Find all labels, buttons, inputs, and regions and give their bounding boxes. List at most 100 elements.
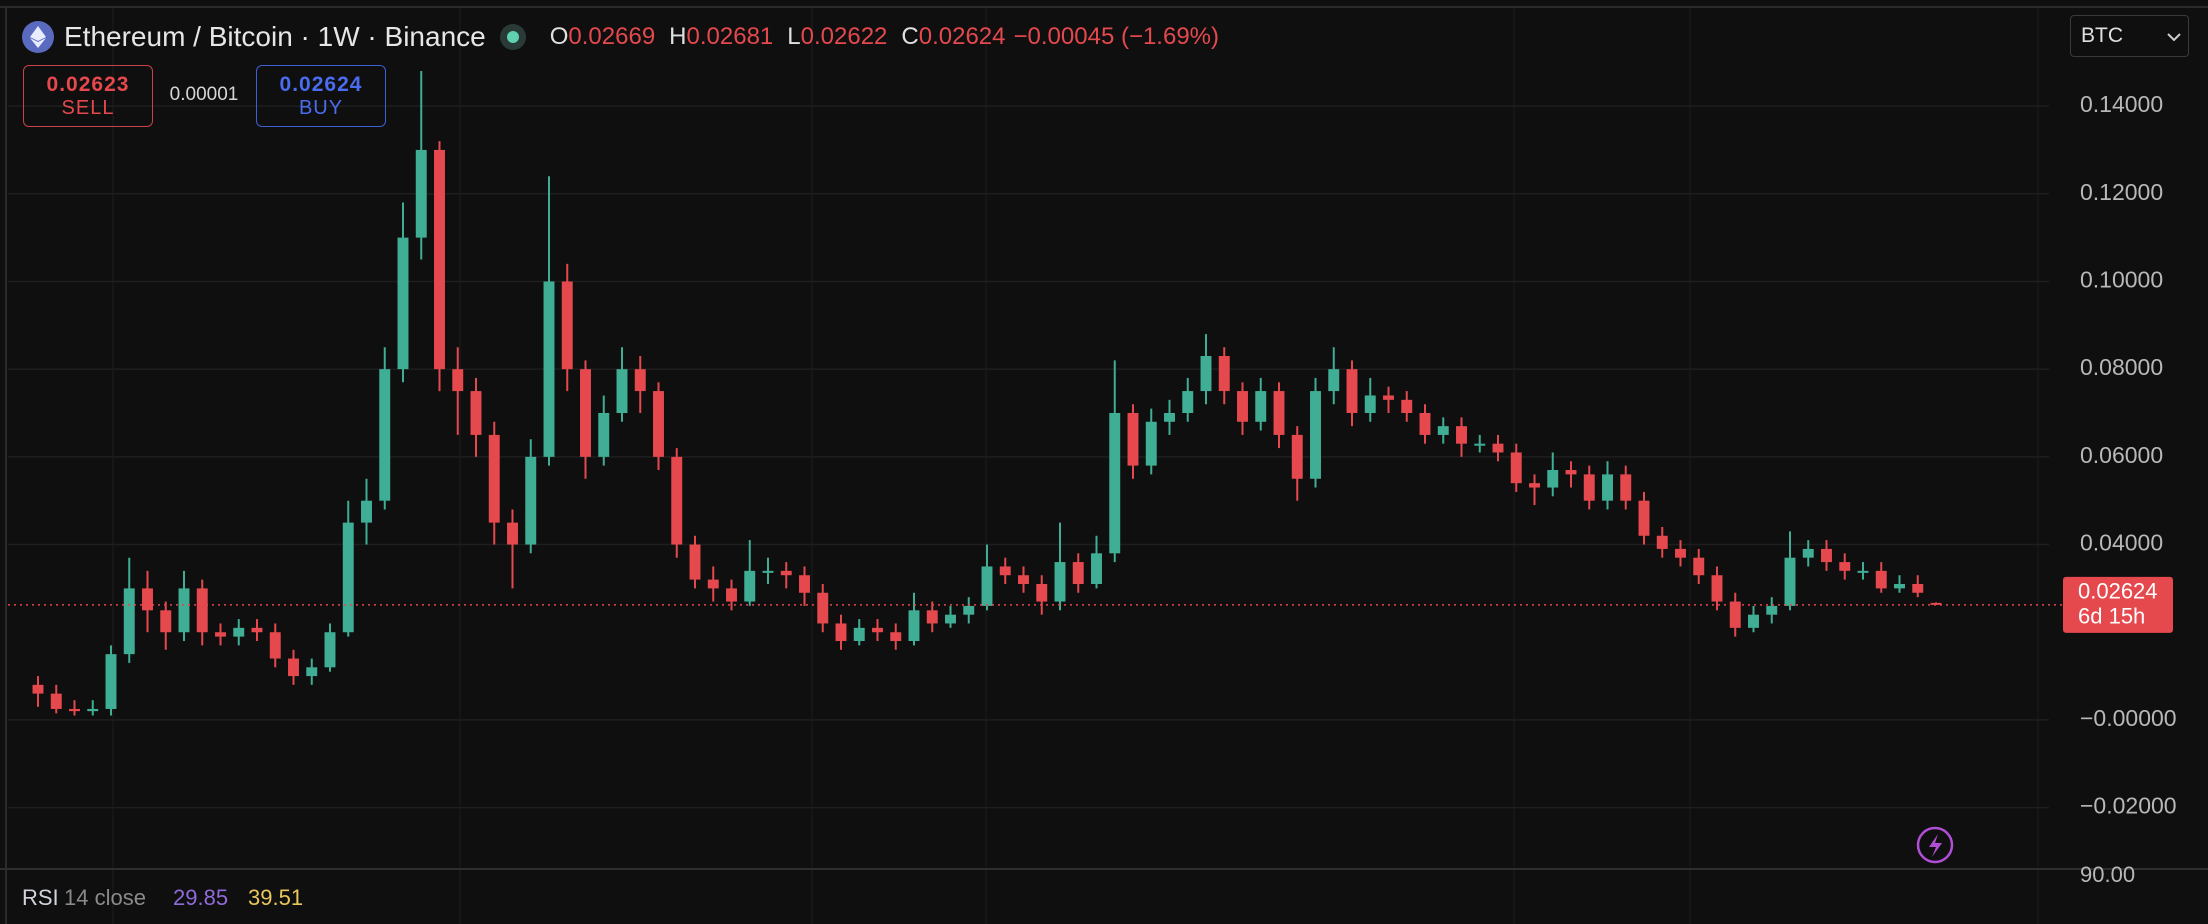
candle-body [1273,391,1285,435]
y-tick-label: 0.04000 [2080,530,2163,556]
candle-body [1054,562,1066,602]
candle-body [1620,474,1632,501]
candle-body [762,570,774,573]
eth-logo [30,26,46,48]
indicator-name: RSI [22,885,59,910]
candle-body [105,654,117,709]
spread: 0.00001 [169,84,239,105]
candle-body [616,369,628,413]
candle-body [452,369,464,392]
ohlc-value: 0.02622 [800,23,888,50]
candle-body [434,149,445,370]
candle-body [1766,605,1778,615]
candle-body [1529,483,1540,488]
candle-body [251,627,263,633]
candle-body [342,522,354,633]
candle-body [561,281,573,370]
buy-label: BUY [298,96,344,119]
sell-price: 0.02623 [46,72,130,96]
y-tick-label: −0.00000 [2080,705,2177,731]
alert-icon[interactable] [1916,826,1954,864]
candle-body [1894,584,1905,589]
candle-body [1291,434,1303,479]
candle-body [1930,602,1942,605]
candle-body [160,610,172,633]
candle-body [1821,548,1832,563]
candle-body [379,369,391,501]
indicator-value: 29.85 [173,885,228,910]
candle-body [890,632,902,641]
candle-body [1875,570,1887,589]
ohlc-key: H [669,23,687,50]
candle-body [32,684,44,694]
candle-body [1547,470,1559,488]
market-status[interactable] [499,24,526,50]
candle-body [1583,474,1595,501]
symbol-title[interactable]: Ethereum / Bitcoin · 1W · Binance [64,21,486,52]
buy-button[interactable]: 0.02624 BUY [256,65,386,127]
candle-body [1748,614,1759,628]
candle-body [726,588,737,602]
last-price-box [2063,576,2173,633]
candle-body [1565,470,1577,475]
candle-body [1656,535,1668,549]
candle-body [1036,584,1048,602]
dropdown-caret [2167,33,2181,42]
candle-body [1711,575,1723,602]
candle-body [1145,421,1157,466]
candle-body [1839,562,1851,571]
candle-body [1675,548,1686,558]
price-change: −0.00045 (−1.69%) [1013,23,1220,50]
sell-button[interactable]: 0.02623 SELL [23,65,153,127]
candle-body [196,588,208,633]
candle-body [488,434,500,523]
candle-body [215,632,226,637]
candle-body [1401,399,1413,413]
indicator-value: 39.51 [248,885,303,910]
ohlc-key: L [787,23,801,50]
candle-body [1784,557,1796,606]
candle-body [1802,548,1814,558]
ohlc-value: 0.02681 [686,23,774,50]
y-tick-label: 0.08000 [2080,354,2163,380]
ohlc-value: 0.02624 [918,23,1006,50]
candle-body [1383,395,1394,400]
candle-body [1492,443,1504,453]
candle-body [1729,601,1741,628]
candle-body [1857,570,1869,573]
candle-body [872,627,883,633]
candle-body [525,456,537,545]
candle-body [1912,584,1924,593]
candle-body [835,623,847,641]
candle-body [306,667,318,677]
candle-body [1127,413,1139,466]
y-tick-label: 0.10000 [2080,267,2163,293]
candle-body [1364,395,1376,413]
indicator-axis-label: 90.00 [2080,862,2135,887]
candle-body [415,149,427,238]
candle-body [1091,553,1102,584]
y-tick-label: 0.14000 [2080,91,2163,117]
candle-body [671,456,683,545]
candle-body [908,610,920,641]
candle-body [1456,426,1467,444]
candle-body [634,369,646,392]
candle-body [1218,356,1230,392]
candle-body [744,570,756,602]
candle-body [853,627,865,641]
candle-body [142,588,153,611]
candle-body [999,566,1011,576]
vertical-grid [112,8,2039,924]
candle-body [598,413,610,457]
countdown-label: 6d 15h [2078,604,2145,629]
y-tick-label: 0.06000 [2080,442,2163,468]
symbol-header: Ethereum / Bitcoin · 1W · Binance O 0.026… [22,18,1227,56]
candle-body [580,369,591,457]
candle-body [543,281,555,457]
candle-body [507,522,518,545]
candle-body [1419,413,1431,435]
candle-body [1255,391,1267,422]
candle-body [707,579,719,589]
ohlc-key: O [549,23,569,50]
currency-select[interactable]: BTC [2070,15,2189,57]
